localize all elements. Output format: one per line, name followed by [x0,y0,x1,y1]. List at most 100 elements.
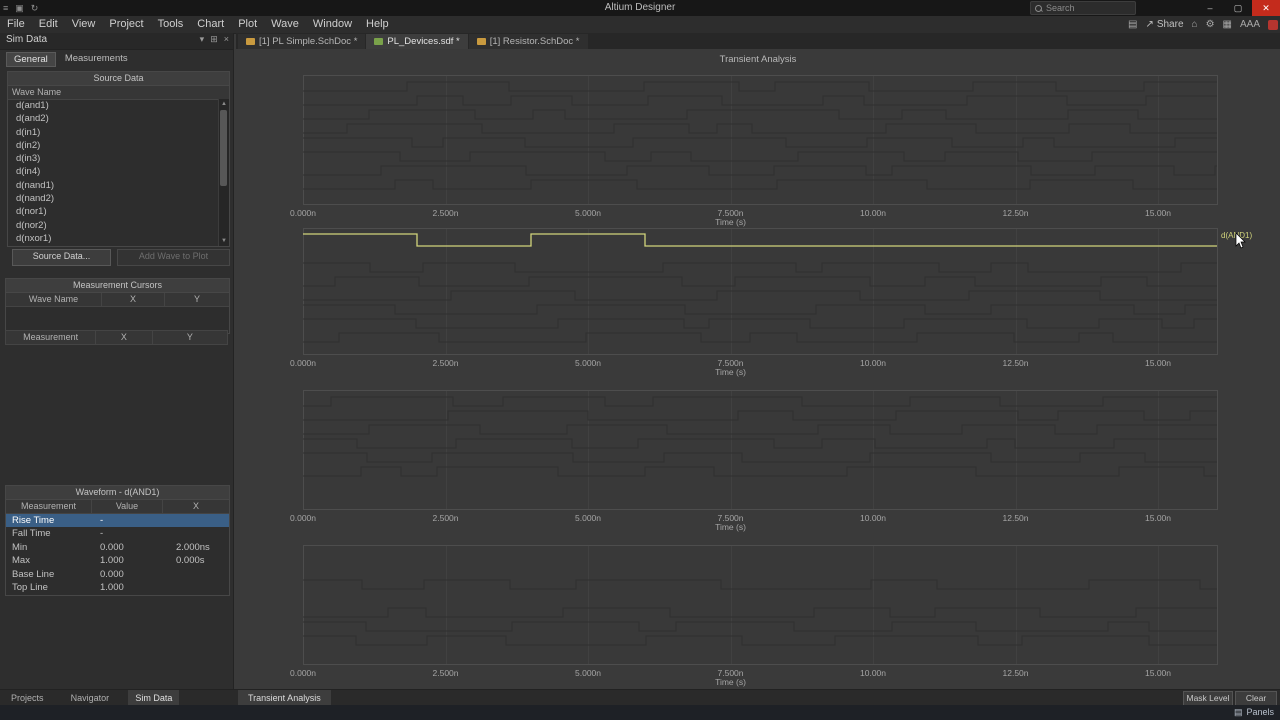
measurement-value: 1.000 [100,581,124,593]
waveform-plot-panel-1[interactable] [303,75,1218,205]
tab-transient-analysis[interactable]: Transient Analysis [238,690,331,706]
measurement-cursors-header: Measurement Cursors [6,279,229,293]
doc-tab--1-resistor-schdoc-[interactable]: [1] Resistor.SchDoc * [468,34,588,49]
sim-data-panel: Sim Data ▾ ⊞ × General Measurements Sour… [0,33,234,689]
scroll-down-icon[interactable]: ▼ [221,238,227,244]
x-tick-label: 0.000n [290,358,316,368]
wave-list-item[interactable]: d(in1) [16,126,41,138]
refresh-icon[interactable]: ↻ [30,2,39,13]
wave-list-item[interactable]: d(nor1) [16,206,47,218]
measurement-x [170,581,229,594]
menu-help[interactable]: Help [366,18,389,30]
doc-tab-label: [1] Resistor.SchDoc * [489,36,580,47]
measurement-name: Fall Time [12,528,51,540]
share-button[interactable]: ↗ Share [1145,19,1183,30]
x-tick-label: 15.00n [1145,513,1171,523]
wave-list-item[interactable]: d(in2) [16,139,41,151]
minimize-button[interactable]: – [1207,3,1213,13]
comment-icon[interactable]: ▤ [1127,19,1138,30]
panel-tab-projects[interactable]: Projects [11,693,44,703]
scroll-up-icon[interactable]: ▲ [221,101,227,107]
menu-project[interactable]: Project [109,18,144,30]
panel-dropdown-icon[interactable]: ▾ [199,34,205,44]
measurement-column-header[interactable]: Measurement [6,331,97,344]
source-data-button[interactable]: Source Data... [12,249,111,266]
wave-list-item[interactable]: d(nand1) [16,179,55,191]
waveform-plot-panel-3[interactable] [303,390,1218,510]
waveform-measurement-row[interactable]: Max 1.000 0.000s [6,554,229,567]
panel-tab-navigator[interactable]: Navigator [70,693,110,703]
menu-window[interactable]: Window [312,18,353,30]
waveform-measurement-row[interactable]: Top Line 1.000 [6,581,229,594]
measurement-value: 0.000 [100,541,124,553]
notification-icon[interactable] [1268,19,1278,30]
scrollbar-thumb[interactable] [220,110,227,186]
doc-tab--1-pl-simple-schdoc-[interactable]: [1] PL Simple.SchDoc * [238,34,366,49]
maximize-button[interactable]: ▢ [1233,2,1243,13]
x-tick-label: 0.000n [290,513,316,523]
grid-icon[interactable]: ▦ [1222,19,1232,30]
waveform-column-header[interactable]: Value [92,500,163,513]
x-tick-label: 5.000n [575,513,601,523]
home-icon[interactable]: ⌂ [1191,19,1198,30]
tab-general[interactable]: General [6,52,56,67]
menu-tools[interactable]: Tools [157,18,184,30]
x-tick-label: 5.000n [575,208,601,218]
menu-wave[interactable]: Wave [271,18,299,30]
search-placeholder: Search [1046,3,1075,13]
measurement-x: 0.000s [176,555,205,567]
waveform-measurement-row[interactable]: Base Line 0.000 [6,568,229,581]
titlebar-quick-icons: ≡ ▣ ↻ [3,0,38,16]
measurement-column-header[interactable]: X [96,331,153,344]
close-button[interactable]: ✕ [1252,0,1280,16]
panels-button[interactable]: ▤ Panels [1234,706,1274,719]
x-tick-label: 15.00n [1145,208,1171,218]
waveform-chart-area[interactable]: Transient Analysis 0.000n 2.500n 5.000n 7.5… [236,49,1280,689]
waveform-plot-panel-4[interactable] [303,545,1218,665]
mc-column-header[interactable]: Y [193,294,200,304]
menu-view[interactable]: View [71,18,96,30]
tab-measurements[interactable]: Measurements [64,53,128,64]
aaa-text-settings[interactable]: AAA [1239,19,1260,30]
panel-tab-sim-data[interactable]: Sim Data [128,690,180,706]
wave-list-item[interactable]: d(nxor1) [16,232,52,244]
wave-list-item[interactable]: d(in4) [16,166,41,178]
wave-list-item[interactable]: d(and1) [16,100,49,111]
waveform-measurement-row[interactable]: Rise Time - [6,514,229,528]
wave-list-item[interactable]: d(nand2) [16,193,55,205]
x-tick-label: 7.500n [717,358,744,368]
search-input[interactable]: Search [1030,1,1136,15]
waveform-column-header[interactable]: X [192,501,199,511]
menu-plot[interactable]: Plot [238,18,258,30]
app-menu-icon[interactable]: ≡ [3,3,9,13]
doc-tab-pl-devices-sdf-[interactable]: PL_Devices.sdf * [366,34,468,49]
clear-button[interactable]: Clear [1235,691,1277,706]
doc-tab-label: [1] PL Simple.SchDoc * [259,36,358,47]
mask-level-button[interactable]: Mask Level [1183,691,1233,706]
save-icon[interactable]: ▣ [15,2,24,13]
add-wave-to-plot-button[interactable]: Add Wave to Plot [117,249,230,266]
menu-file[interactable]: File [7,18,25,30]
measurement-column-header[interactable]: Y [186,332,193,342]
waveform-column-header[interactable]: Measurement [6,500,92,513]
wave-list-item[interactable]: d(in3) [16,153,41,165]
mc-column-header[interactable]: X [102,293,165,306]
x-tick-label: 10.00n [860,358,886,368]
source-data-header: Source Data [8,72,229,86]
menu-chart[interactable]: Chart [197,18,225,30]
menu-edit[interactable]: Edit [38,18,58,30]
panel-pin-icon[interactable]: ⊞ [210,34,218,44]
waveform-plot-panel-2[interactable] [303,228,1218,355]
wave-name-column-header[interactable]: Wave Name [12,87,62,97]
x-axis-label: Time (s) [715,522,746,532]
gear-icon[interactable]: ⚙ [1205,19,1215,30]
wave-list-scrollbar[interactable]: ▲ ▼ [218,99,229,246]
wave-list-item[interactable]: d(nor2) [16,219,47,231]
wave-list-item[interactable]: d(and2) [16,113,49,125]
waveform-measurement-row[interactable]: Min 0.000 2.000ns [6,541,229,554]
waveform-measurement-row[interactable]: Fall Time - [6,527,229,540]
mc-column-header[interactable]: Wave Name [6,293,102,306]
x-tick-label: 15.00n [1145,668,1171,678]
panel-close-icon[interactable]: × [223,34,229,44]
